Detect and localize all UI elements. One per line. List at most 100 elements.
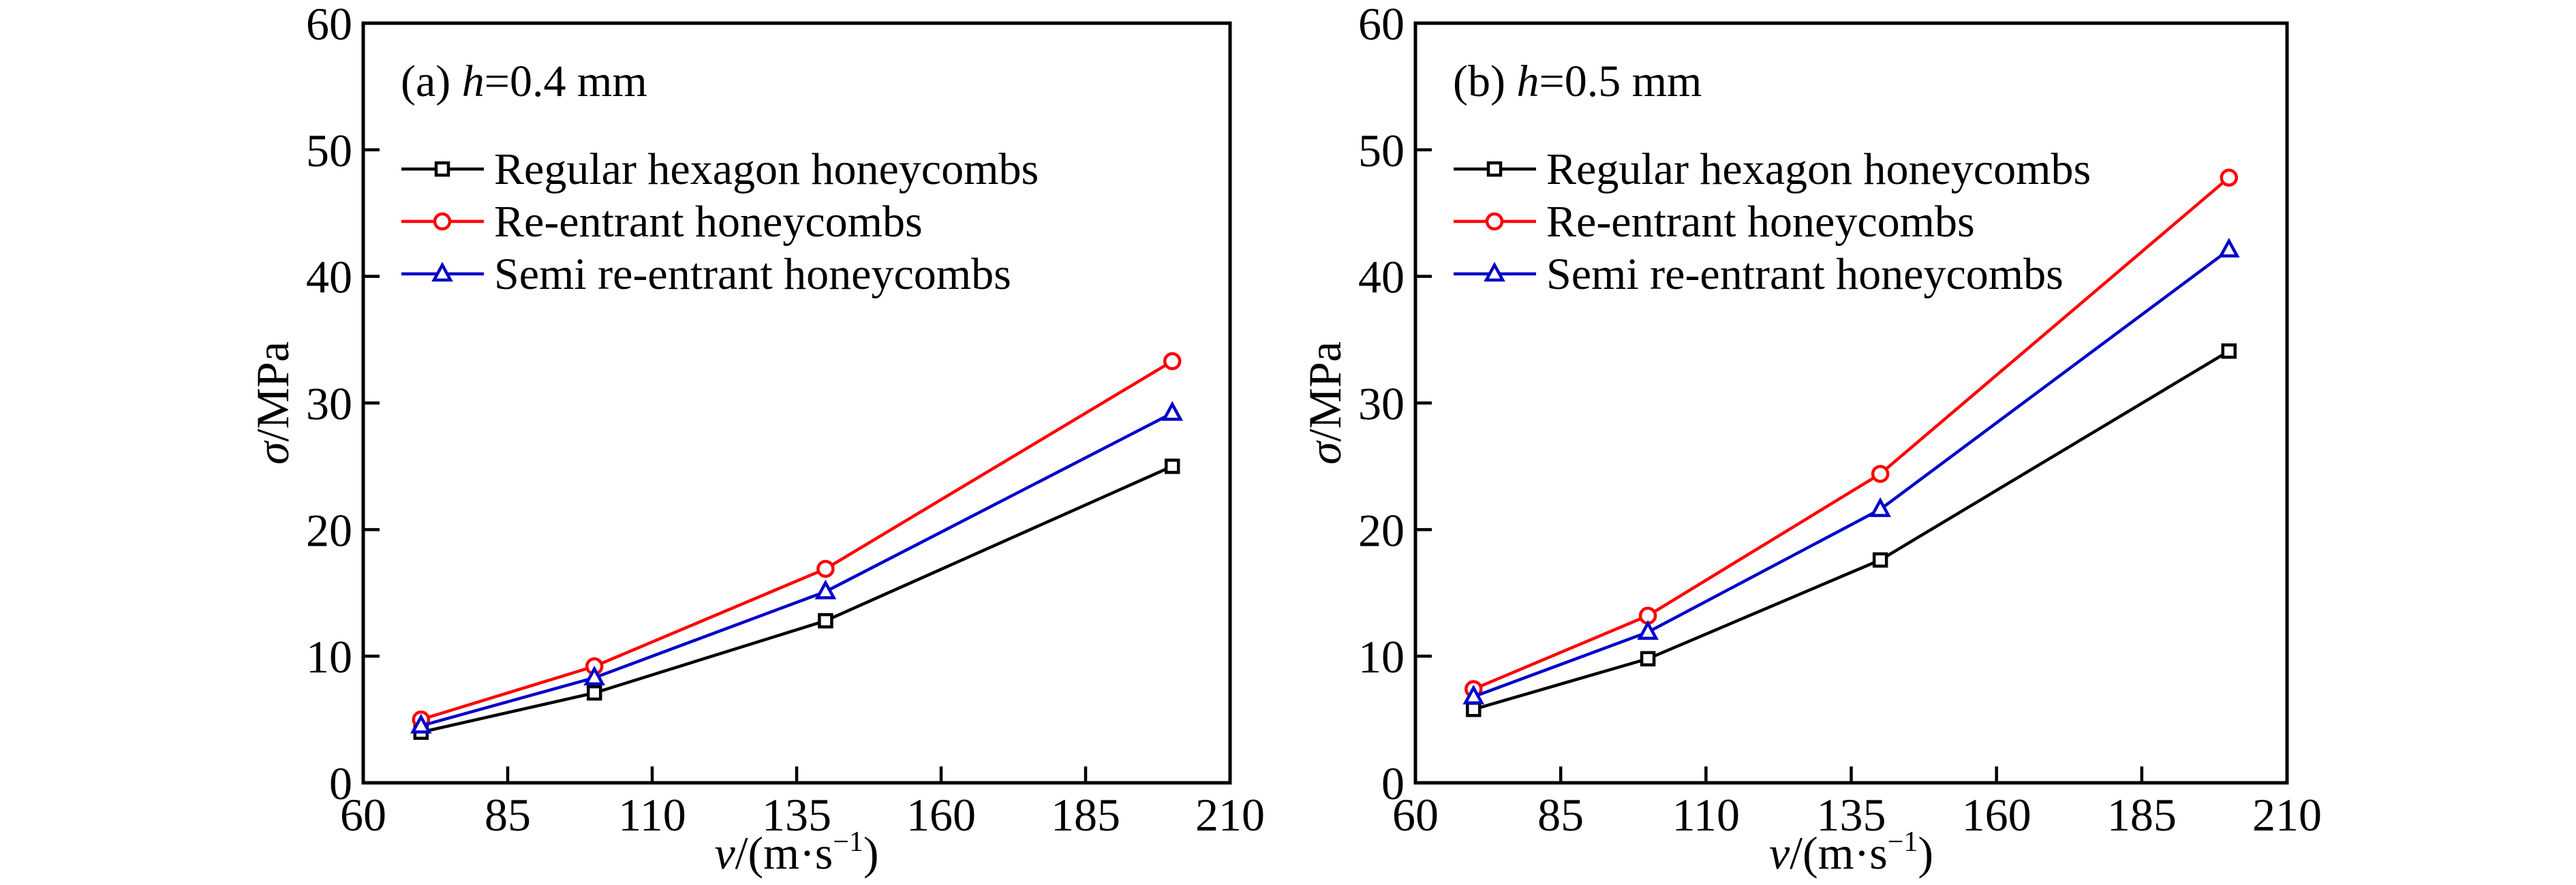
x-axis-label: v/(m·s−1) bbox=[1769, 826, 1933, 879]
legend-swatch-marker bbox=[431, 262, 453, 282]
panel-label: (a) h=0.4 mm bbox=[401, 57, 647, 106]
panel-label: (b) h=0.5 mm bbox=[1453, 57, 1702, 106]
panel-label-value: =0.4 mm bbox=[485, 57, 647, 106]
chart-panel-a: 60 85 110 135 160 185 210 0 10 20 30 40 50 60 v/(m·s−1… bbox=[247, 0, 1265, 879]
y-tick-label: 0 bbox=[1381, 758, 1405, 809]
x-axis-label-unit: /(m·s bbox=[1790, 827, 1888, 879]
y-tick-label: 10 bbox=[1358, 631, 1405, 683]
panel-label-prefix: (a) bbox=[401, 57, 462, 106]
series-1 bbox=[412, 352, 1182, 729]
x-axis-label: v/(m·s−1) bbox=[714, 826, 878, 879]
data-point bbox=[410, 713, 432, 734]
x-tick-label: 135 bbox=[1817, 789, 1886, 841]
legend-entry: Semi re-entrant honeycombs bbox=[401, 249, 1011, 299]
y-tick-label: 50 bbox=[306, 125, 352, 176]
x-tick-label: 110 bbox=[1672, 789, 1740, 841]
legend-label: Re-entrant honeycombs bbox=[494, 197, 923, 247]
x-tick-label: 210 bbox=[1195, 789, 1265, 841]
legend-entry: Regular hexagon honeycombs bbox=[1454, 144, 2091, 194]
data-point bbox=[1872, 552, 1888, 568]
y-axis-label-var: σ bbox=[1299, 440, 1351, 465]
x-tick-label: 85 bbox=[485, 789, 531, 841]
data-point bbox=[586, 685, 602, 701]
x-axis-label-var: v bbox=[714, 827, 735, 879]
x-tick-label: 135 bbox=[762, 789, 831, 841]
data-point bbox=[818, 612, 833, 629]
series-line bbox=[420, 360, 1174, 721]
data-point bbox=[2218, 237, 2240, 258]
x-axis-label-close: ) bbox=[1918, 827, 1933, 879]
y-axis-label-var: σ bbox=[247, 440, 298, 465]
panel-label-prefix: (b) bbox=[1453, 57, 1516, 106]
data-point bbox=[1462, 684, 1485, 704]
y-tick-label: 60 bbox=[306, 0, 352, 50]
data-point bbox=[1871, 465, 1890, 483]
x-axis-label-sup: −1 bbox=[1888, 826, 1918, 858]
x-tick-label: 110 bbox=[618, 789, 686, 841]
y-tick-label: 30 bbox=[1358, 378, 1405, 430]
x-tick-label: 185 bbox=[2107, 789, 2177, 841]
y-tick-label: 30 bbox=[306, 378, 352, 430]
x-axis-label-unit: /(m·s bbox=[735, 827, 833, 879]
data-point bbox=[1640, 651, 1656, 667]
legend-entry: Re-entrant honeycombs bbox=[401, 197, 923, 247]
data-point bbox=[816, 559, 835, 578]
x-axis-label-close: ) bbox=[863, 827, 879, 879]
legend-swatch-marker bbox=[1486, 161, 1503, 177]
x-tick-label: 60 bbox=[1392, 789, 1439, 841]
y-tick-label: 10 bbox=[306, 631, 352, 683]
legend-swatch-marker bbox=[434, 161, 450, 177]
series-2 bbox=[410, 401, 1183, 734]
x-axis-label-var: v bbox=[1769, 827, 1790, 879]
x-tick-label: 160 bbox=[1962, 789, 2031, 841]
panel-label-var: h bbox=[1516, 57, 1539, 106]
data-point bbox=[1164, 459, 1180, 474]
chart-panel-b: 60 85 110 135 160 185 210 0 10 20 30 40 50 60 v/(m·s−1… bbox=[1299, 0, 2322, 879]
data-point bbox=[1161, 401, 1183, 421]
panel-label-value: =0.5 mm bbox=[1539, 57, 1702, 106]
y-tick-label: 40 bbox=[306, 251, 352, 303]
data-point bbox=[1637, 620, 1659, 640]
data-point bbox=[1163, 352, 1182, 371]
y-axis-label-unit: /MPa bbox=[1299, 341, 1351, 441]
data-point bbox=[814, 579, 837, 600]
y-tick-label: 20 bbox=[1358, 504, 1405, 556]
legend-label: Semi re-entrant honeycombs bbox=[494, 249, 1011, 299]
legend-label: Regular hexagon honeycombs bbox=[494, 144, 1039, 194]
y-axis-label: σ/MPa bbox=[1299, 341, 1351, 465]
y-axis-label-unit: /MPa bbox=[247, 341, 298, 441]
legend-label: Re-entrant honeycombs bbox=[1546, 197, 1975, 247]
series-line bbox=[420, 412, 1174, 728]
series-line bbox=[1473, 176, 2230, 691]
series-line bbox=[1473, 350, 2230, 711]
data-point bbox=[2221, 343, 2237, 359]
y-tick-label: 0 bbox=[329, 758, 352, 809]
x-tick-label: 160 bbox=[906, 789, 976, 841]
x-tick-label: 210 bbox=[2252, 789, 2322, 841]
legend-swatch-marker bbox=[1485, 212, 1504, 231]
x-tick-label: 185 bbox=[1051, 789, 1120, 841]
y-tick-label: 50 bbox=[1358, 125, 1405, 176]
legend-label: Semi re-entrant honeycombs bbox=[1546, 249, 2064, 299]
legend-entry: Regular hexagon honeycombs bbox=[401, 144, 1039, 194]
x-tick-label: 85 bbox=[1537, 789, 1584, 841]
legend-swatch-marker bbox=[1484, 262, 1505, 282]
legend-entry: Semi re-entrant honeycombs bbox=[1454, 249, 2064, 299]
series-2 bbox=[1462, 237, 2240, 704]
series-line bbox=[1473, 248, 2230, 698]
data-point bbox=[1869, 497, 1891, 517]
x-tick-label: 60 bbox=[340, 789, 386, 841]
legend-swatch-marker bbox=[433, 212, 452, 231]
y-tick-label: 40 bbox=[1358, 251, 1405, 303]
series-line bbox=[420, 465, 1174, 734]
y-tick-label: 20 bbox=[306, 504, 352, 556]
data-point bbox=[583, 666, 605, 686]
x-axis-label-sup: −1 bbox=[833, 826, 863, 858]
legend-label: Regular hexagon honeycombs bbox=[1546, 144, 2091, 194]
y-axis-label: σ/MPa bbox=[247, 341, 298, 465]
legend-entry: Re-entrant honeycombs bbox=[1454, 197, 1975, 247]
data-point bbox=[2220, 168, 2238, 187]
data-point bbox=[1466, 701, 1482, 717]
y-tick-label: 60 bbox=[1358, 0, 1405, 50]
